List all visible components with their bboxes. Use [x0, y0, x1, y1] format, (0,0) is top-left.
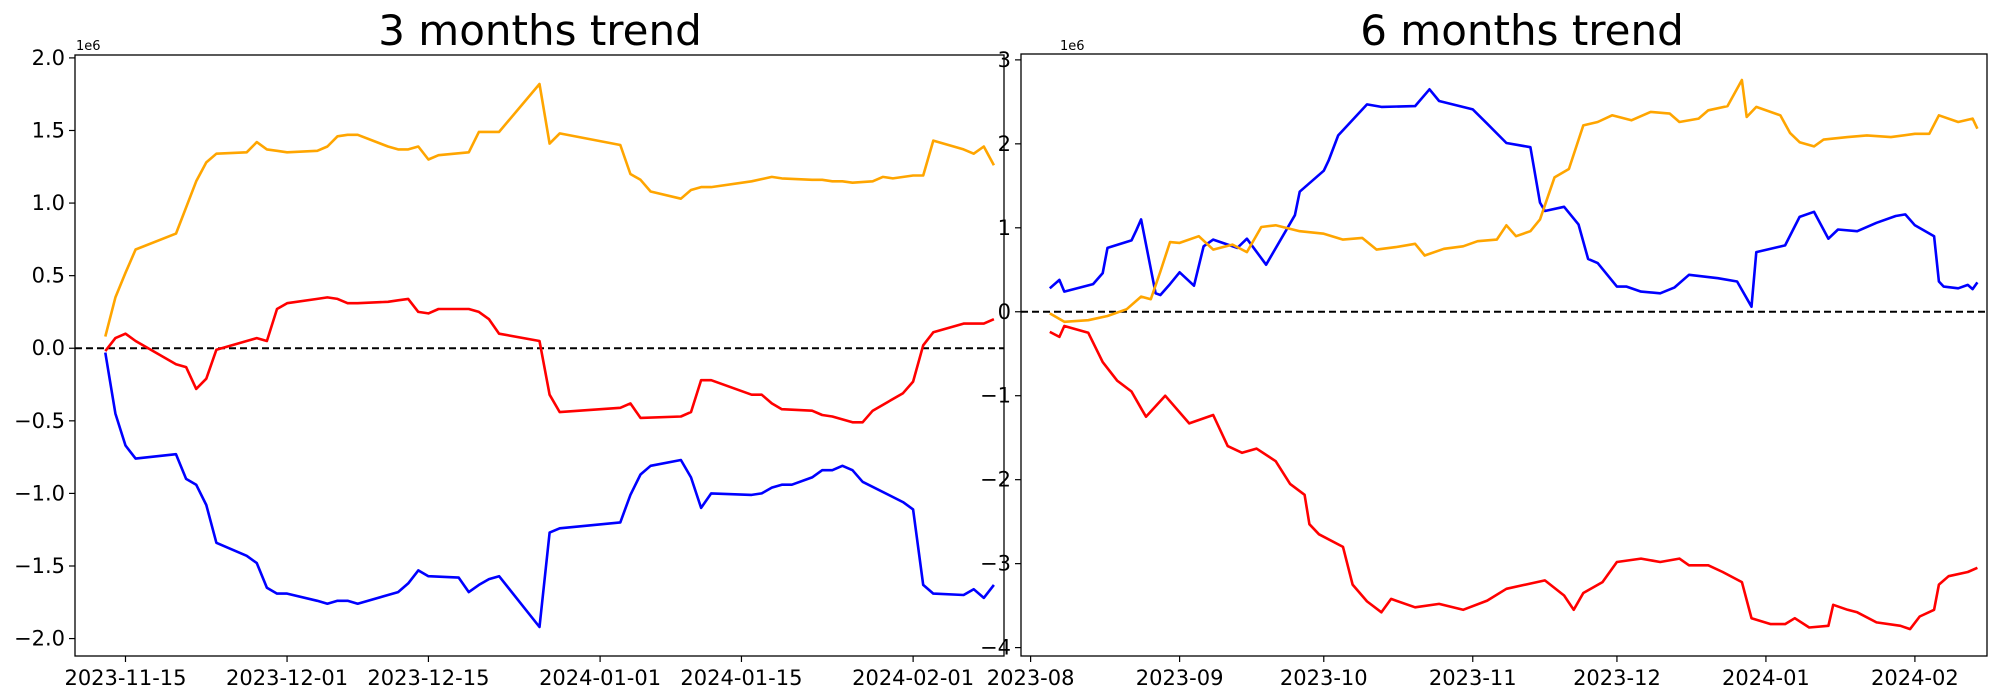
x-tick-label: 2024-01: [1722, 666, 1810, 690]
x-tick-label: 2023-09: [1136, 666, 1224, 690]
plot-frame: [1020, 53, 1988, 657]
axis-ticks: 2023-11-15 2023-12-01 2023-12-15 2024-01-01…: [14, 46, 974, 690]
x-tick-label: 2023-12: [1573, 666, 1661, 690]
y-tick-label: 2.0: [32, 46, 65, 70]
series-group: [1048, 78, 1979, 631]
series-line-1: [1049, 78, 1979, 324]
series-line-2: [1049, 324, 1978, 631]
series-line-0: [1048, 88, 1979, 309]
y-tick-label: −2.0: [14, 627, 65, 651]
x-tick-label: 2023-11-15: [64, 666, 186, 690]
series-line-2: [104, 352, 995, 629]
y-tick-label: 1: [998, 216, 1011, 240]
chart-title: 3 months trend: [378, 6, 702, 55]
axis-ticks: 2023-08 2023-09 2023-10 2023-11 2023-12 2024-…: [980, 48, 1959, 690]
y-tick-label: −1.0: [14, 481, 65, 505]
y-tick-label: −3: [980, 552, 1011, 576]
x-tick-label: 2023-08: [987, 666, 1075, 690]
plot-frame: [74, 54, 1005, 657]
x-tick-label: 2023-12-01: [226, 666, 348, 690]
y-tick-label: −1.5: [14, 554, 65, 578]
chart-3-months: 3 months trend 1e6 2023-11-15 2023-12-01 2…: [14, 6, 1005, 690]
chart-6-months: 6 months trend 1e6 2023-08 2023-09 2023-10…: [980, 6, 1988, 690]
series-group: [104, 82, 996, 629]
y-tick-label: −4: [980, 636, 1011, 660]
x-tick-label: 2024-01-01: [539, 666, 661, 690]
y-tick-label: 0.5: [32, 264, 65, 288]
x-tick-label: 2023-10: [1280, 666, 1368, 690]
y-tick-label: 0.0: [32, 336, 65, 360]
y-tick-label: 3: [998, 48, 1011, 72]
y-tick-label: −1: [980, 384, 1011, 408]
y-scale-label: 1e6: [1060, 39, 1085, 54]
y-tick-label: 0: [998, 300, 1011, 324]
chart-title: 6 months trend: [1360, 6, 1684, 55]
x-tick-label: 2024-02-01: [852, 666, 974, 690]
x-tick-label: 2023-11: [1429, 666, 1517, 690]
y-tick-label: −2: [980, 468, 1011, 492]
x-tick-label: 2024-01-15: [680, 666, 802, 690]
y-tick-label: −0.5: [14, 409, 65, 433]
series-line-0: [104, 82, 996, 337]
y-tick-label: 1.0: [32, 191, 65, 215]
x-tick-label: 2023-12-15: [367, 666, 489, 690]
series-line-1: [104, 296, 995, 424]
y-scale-label: 1e6: [76, 39, 101, 54]
y-tick-label: 2: [998, 132, 1011, 156]
y-tick-label: 1.5: [32, 118, 65, 142]
x-tick-label: 2024-02: [1871, 666, 1959, 690]
